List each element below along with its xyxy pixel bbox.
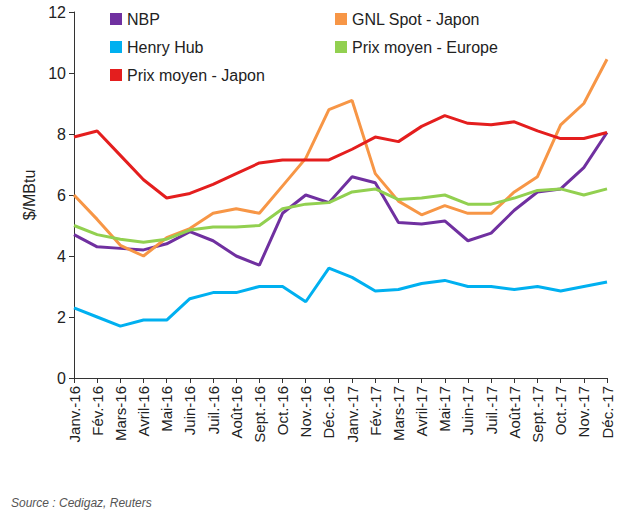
svg-text:Juil.-17: Juil.-17 [483, 386, 500, 434]
svg-text:Mai-16: Mai-16 [158, 386, 175, 432]
svg-text:Oct.-16: Oct.-16 [274, 386, 291, 435]
svg-text:10: 10 [48, 65, 66, 82]
svg-text:Mars-17: Mars-17 [390, 386, 407, 441]
svg-text:Avril-17: Avril-17 [413, 386, 430, 437]
svg-text:Janv.-16: Janv.-16 [66, 386, 83, 442]
svg-text:Prix moyen - Europe: Prix moyen - Europe [352, 39, 498, 56]
svg-text:0: 0 [57, 370, 66, 387]
svg-text:Fév.-16: Fév.-16 [89, 386, 106, 436]
svg-text:Août-17: Août-17 [506, 386, 523, 439]
svg-text:$/MBtu: $/MBtu [21, 170, 38, 221]
svg-text:Juin-16: Juin-16 [181, 386, 198, 435]
svg-text:Déc.-16: Déc.-16 [320, 386, 337, 439]
svg-text:8: 8 [57, 126, 66, 143]
svg-text:4: 4 [57, 248, 66, 265]
svg-text:Déc.-17: Déc.-17 [599, 386, 616, 439]
svg-text:Mai-17: Mai-17 [436, 386, 453, 432]
svg-text:NBP: NBP [127, 11, 160, 28]
svg-text:GNL Spot - Japon: GNL Spot - Japon [352, 11, 479, 28]
svg-text:Août-16: Août-16 [228, 386, 245, 439]
svg-text:6: 6 [57, 187, 66, 204]
svg-text:Janv.-17: Janv.-17 [344, 386, 361, 442]
svg-text:Nov.-16: Nov.-16 [297, 386, 314, 437]
svg-text:Mars-16: Mars-16 [112, 386, 129, 441]
svg-text:Oct.-17: Oct.-17 [552, 386, 569, 435]
svg-text:Fév.-17: Fév.-17 [367, 386, 384, 436]
svg-text:Sept.-16: Sept.-16 [251, 386, 268, 443]
svg-text:2: 2 [57, 309, 66, 326]
svg-text:Nov.-17: Nov.-17 [575, 386, 592, 437]
svg-text:Juin-17: Juin-17 [459, 386, 476, 435]
svg-text:Sept.-17: Sept.-17 [529, 386, 546, 443]
svg-text:Source : Cedigaz, Reuters: Source : Cedigaz, Reuters [11, 496, 152, 510]
svg-text:Prix moyen - Japon: Prix moyen - Japon [127, 67, 265, 84]
svg-text:Avril-16: Avril-16 [135, 386, 152, 437]
svg-text:12: 12 [48, 4, 66, 21]
svg-text:Henry Hub: Henry Hub [127, 39, 204, 56]
svg-text:Juil.-16: Juil.-16 [205, 386, 222, 434]
